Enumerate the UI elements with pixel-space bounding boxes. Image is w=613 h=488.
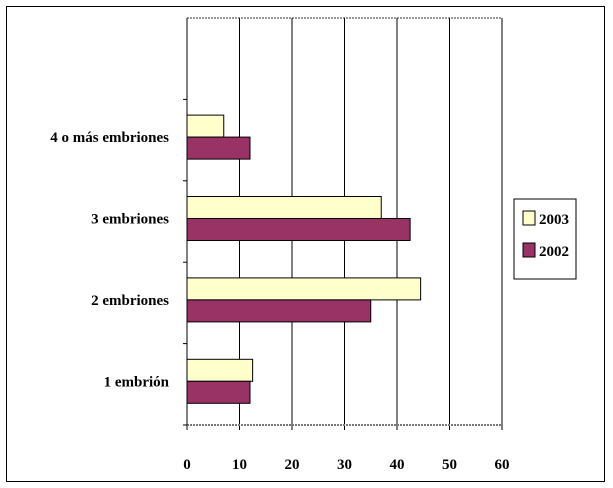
chart-frame — [6, 6, 605, 482]
bar-2003-2 — [186, 277, 422, 301]
x-tick-label: 40 — [390, 457, 405, 473]
x-tick-label: 20 — [285, 457, 300, 473]
x-tick-label: 60 — [495, 457, 510, 473]
x-tick-label: 0 — [183, 457, 191, 473]
legend-swatch-2002 — [522, 242, 536, 258]
legend-swatch-2003 — [522, 210, 536, 226]
bar-2003-3 — [186, 196, 382, 219]
x-tick-label: 10 — [232, 457, 247, 473]
bar-2002-2 — [186, 299, 372, 323]
bar-2003-4 — [186, 114, 225, 138]
y-category-label: 3 embriones — [91, 212, 169, 228]
bar-2002-4 — [186, 136, 251, 160]
bar-2002-3 — [186, 218, 411, 241]
bar-2003-1 — [186, 358, 254, 382]
legend-label-2003: 2003 — [539, 212, 569, 228]
legend-label-2002: 2002 — [539, 244, 569, 260]
x-tick-label: 30 — [337, 457, 352, 473]
y-category-label: 2 embriones — [91, 293, 169, 309]
x-tick-label: 50 — [442, 457, 457, 473]
y-category-label: 1 embrión — [104, 374, 170, 390]
y-category-label: 4 o más embriones — [50, 130, 169, 146]
bar-2002-1 — [186, 380, 251, 404]
